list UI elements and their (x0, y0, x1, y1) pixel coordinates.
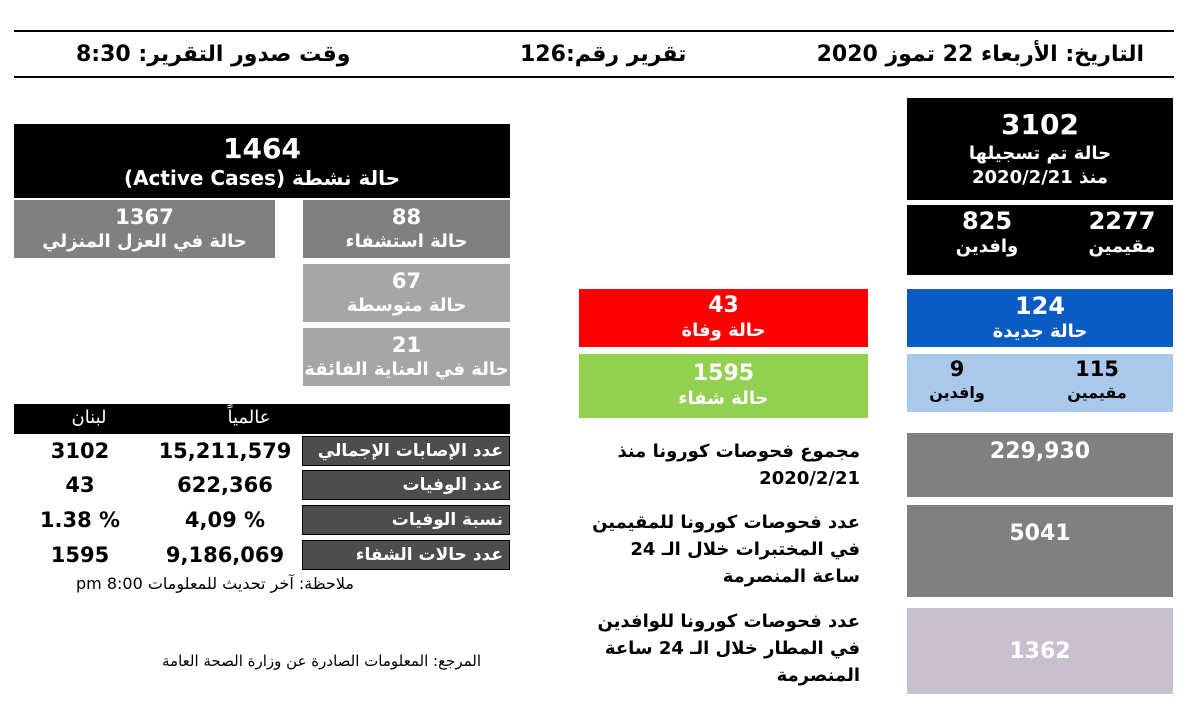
home-isolation-label: حالة في العزل المنزلي (42, 231, 247, 252)
table-row-label: عدد حالات الشفاء (302, 540, 510, 570)
home-isolation-box: 1367 حالة في العزل المنزلي (14, 200, 275, 258)
new-cases-value: 124 (1014, 292, 1066, 320)
source-note: المرجع: المعلومات الصادرة عن وزارة الصحة… (162, 652, 482, 670)
icu-cases-value: 21 (391, 333, 422, 357)
hospital-cases-label: حالة استشفاء (345, 231, 468, 252)
hospital-cases-value: 88 (391, 205, 422, 229)
tests-arrivals-box: 1362 (907, 608, 1173, 694)
comparison-table-header: لبنان عالمياً (14, 404, 510, 434)
total-cases-since: منذ 2020/2/21 (972, 167, 1108, 188)
tests-residents-value: 5041 (1009, 521, 1071, 546)
table-cell-lebanon: 43 (65, 473, 95, 497)
recovered-box: 1595 حالة شفاء (579, 354, 868, 418)
report-number: تقرير رقم:126 (520, 42, 687, 67)
new-residents-label: مقيمين (1067, 383, 1127, 402)
total-arrivals: 825 وافدين (937, 207, 1037, 259)
hospital-cases-box: 88 حالة استشفاء (303, 200, 510, 258)
table-cell-global: 9,186,069 (165, 543, 285, 567)
table-row-label: عدد الوفيات (302, 470, 510, 500)
table-row-label: عدد الإصابات الإجمالي (302, 436, 510, 466)
total-residents-value: 2277 (1088, 207, 1156, 235)
table-row-label: نسبة الوفيات (302, 505, 510, 535)
tests-residents-box: 5041 (907, 505, 1173, 597)
deaths-label: حالة وفاة (681, 320, 766, 341)
recovered-label: حالة شفاء (678, 388, 769, 409)
moderate-cases-label: حالة متوسطة (346, 295, 467, 316)
tests-residents-label: عدد فحوصات كورونا للمقيمين في المختبرات … (592, 512, 860, 587)
header-bottom-rule (14, 76, 1174, 78)
tests-total-label: مجموع فحوصات كورونا منذ 2020/2/21 (617, 441, 860, 489)
report-date: التاريخ: الأربعاء 22 تموز 2020 (816, 42, 1144, 67)
table-cell-lebanon: 3102 (50, 439, 110, 463)
col-lebanon-header: لبنان (71, 407, 107, 428)
new-arrivals: 9 وافدين (907, 356, 1007, 404)
moderate-cases-value: 67 (391, 269, 422, 293)
total-arrivals-value: 825 (961, 207, 1013, 235)
total-residents: 2277 مقيمين (1072, 207, 1172, 259)
new-arrivals-value: 9 (949, 357, 965, 381)
total-residents-label: مقيمين (1088, 236, 1156, 257)
new-cases-box: 124 حالة جديدة (907, 289, 1173, 347)
icu-cases-box: 21 حالة في العناية الفائقة (303, 328, 510, 386)
new-arrivals-label: وافدين (929, 383, 985, 402)
total-cases-box: 3102 حالة تم تسجيلها منذ 2020/2/21 (907, 98, 1173, 200)
report-time: وقت صدور التقرير: 8:30 (76, 42, 351, 67)
total-cases-value: 3102 (1001, 108, 1079, 141)
tests-arrivals-label: عدد فحوصات كورونا للوافدين في المطار خلا… (597, 611, 860, 686)
home-isolation-value: 1367 (115, 205, 174, 229)
col-global-header: عالمياً (227, 407, 271, 428)
moderate-cases-box: 67 حالة متوسطة (303, 264, 510, 322)
icu-cases-label: حالة في العناية الفائقة (304, 359, 509, 380)
active-cases-label: حالة نشطة (Active Cases) (123, 166, 401, 190)
table-cell-global: 15,211,579 (158, 439, 292, 463)
table-cell-lebanon: 1595 (50, 543, 110, 567)
new-cases-split-box: 115 مقيمين 9 وافدين (907, 354, 1173, 412)
deaths-value: 43 (708, 293, 739, 318)
header-top-rule (14, 30, 1174, 32)
total-arrivals-label: وافدين (955, 236, 1019, 257)
table-cell-lebanon: 1.38 % (39, 508, 121, 532)
tests-total-box: 229,930 (907, 433, 1173, 497)
active-cases-value: 1464 (223, 132, 301, 165)
deaths-box: 43 حالة وفاة (579, 289, 868, 347)
update-note: ملاحظة: آخر تحديث للمعلومات 8:00 pm (76, 574, 354, 593)
new-residents: 115 مقيمين (1047, 356, 1147, 404)
table-cell-global: 4,09 % (184, 508, 266, 532)
total-cases-label: حالة تم تسجيلها (968, 143, 1112, 164)
new-cases-label: حالة جديدة (992, 321, 1088, 342)
tests-total-value: 229,930 (989, 439, 1091, 464)
recovered-value: 1595 (692, 361, 755, 386)
active-cases-box: 1464 حالة نشطة (Active Cases) (14, 124, 510, 198)
table-cell-global: 622,366 (177, 473, 273, 497)
new-residents-value: 115 (1075, 357, 1119, 381)
total-split-box: 2277 مقيمين 825 وافدين (907, 205, 1173, 275)
tests-arrivals-value: 1362 (1009, 638, 1071, 664)
